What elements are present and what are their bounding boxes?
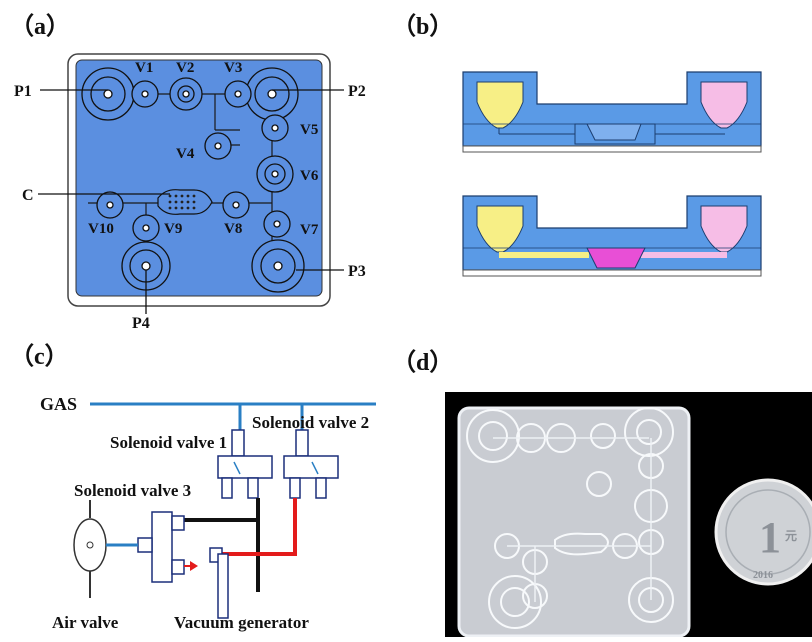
device-photo: 1 元 2016 bbox=[445, 392, 812, 638]
coin: 1 元 2016 bbox=[714, 478, 812, 586]
air-valve bbox=[73, 500, 138, 598]
label-v2: V2 bbox=[176, 60, 194, 76]
label-c: C bbox=[22, 187, 34, 204]
control-system-diagram: GAS Solenoid valve 1 Solenoid valve 2 So… bbox=[40, 394, 376, 632]
label-v8: V8 bbox=[224, 221, 242, 237]
chip-layout-diagram: P1 P2 P3 P4 C V1 V2 V3 V4 V5 V6 V7 V8 V9… bbox=[14, 53, 366, 332]
solenoid-valve-2 bbox=[283, 429, 339, 499]
cross-section-top bbox=[462, 71, 762, 153]
label-v6: V6 bbox=[300, 168, 319, 184]
panel-label-b: （b） bbox=[392, 14, 454, 40]
chamber-c bbox=[157, 189, 213, 215]
label-p2: P2 bbox=[348, 83, 366, 100]
label-p4: P4 bbox=[132, 315, 150, 332]
solenoid-valve-3 bbox=[137, 511, 185, 583]
label-solenoid-1: Solenoid valve 1 bbox=[110, 433, 227, 452]
coin-char: 元 bbox=[785, 529, 797, 543]
panel-label-a: （a） bbox=[10, 14, 70, 40]
label-v5: V5 bbox=[300, 122, 318, 138]
label-solenoid-3: Solenoid valve 3 bbox=[74, 481, 191, 500]
label-v1: V1 bbox=[135, 60, 153, 76]
cross-section-diagram bbox=[462, 71, 762, 277]
label-air-valve: Air valve bbox=[52, 613, 119, 632]
vacuum-generator bbox=[209, 547, 229, 619]
coin-value: 1 bbox=[759, 513, 781, 562]
vacuum-line bbox=[222, 498, 297, 556]
label-gas: GAS bbox=[40, 394, 77, 414]
label-v4: V4 bbox=[176, 146, 195, 162]
label-vacuum-generator: Vacuum generator bbox=[174, 613, 309, 632]
chip-photo bbox=[457, 406, 691, 638]
label-p3: P3 bbox=[348, 263, 366, 280]
panel-label-c: （c） bbox=[10, 344, 69, 370]
label-p1: P1 bbox=[14, 83, 32, 100]
label-solenoid-2: Solenoid valve 2 bbox=[252, 413, 369, 432]
solenoid-valve-1 bbox=[217, 429, 273, 499]
label-v7: V7 bbox=[300, 222, 319, 238]
label-v10: V10 bbox=[88, 221, 114, 237]
label-v9: V9 bbox=[164, 221, 182, 237]
label-v3: V3 bbox=[224, 60, 242, 76]
coin-year: 2016 bbox=[753, 570, 773, 581]
cross-section-bottom bbox=[462, 195, 762, 277]
panel-label-d: （d） bbox=[392, 350, 454, 376]
